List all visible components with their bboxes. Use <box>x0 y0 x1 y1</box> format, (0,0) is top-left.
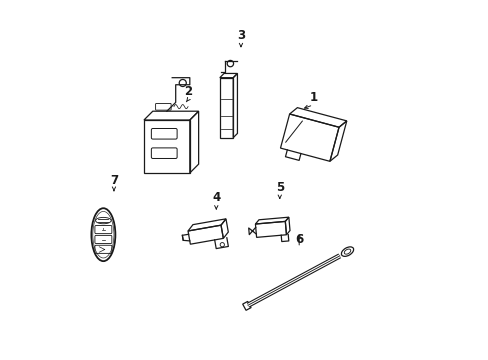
Text: 6: 6 <box>294 234 303 247</box>
Text: 1: 1 <box>308 91 317 104</box>
Text: 5: 5 <box>275 181 284 194</box>
Text: 3: 3 <box>236 29 244 42</box>
Text: 7: 7 <box>110 174 118 186</box>
Text: 2: 2 <box>183 85 192 98</box>
Text: 4: 4 <box>212 191 220 204</box>
